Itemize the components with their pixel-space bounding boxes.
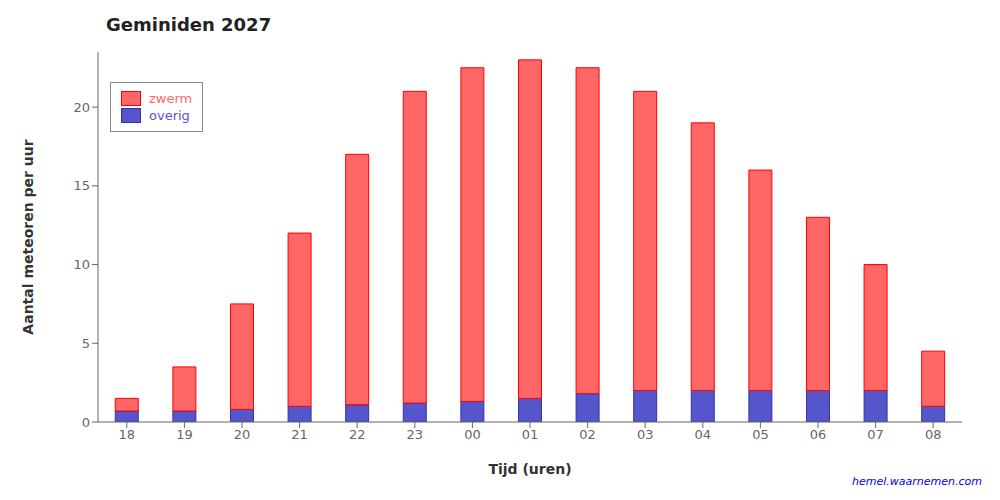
html-text:overig: overig: [149, 108, 190, 123]
svg-text:20: 20: [73, 100, 90, 115]
svg-text:07: 07: [867, 427, 884, 442]
svg-text:0: 0: [82, 415, 90, 430]
svg-text:10: 10: [73, 257, 90, 272]
svg-text:15: 15: [73, 178, 90, 193]
svg-text:02: 02: [579, 427, 596, 442]
svg-text:05: 05: [752, 427, 769, 442]
svg-text:19: 19: [176, 427, 193, 442]
html-text:Geminiden 2027: Geminiden 2027: [106, 14, 272, 35]
svg-text:23: 23: [407, 427, 424, 442]
svg-text:18: 18: [119, 427, 136, 442]
svg-text:5: 5: [82, 336, 90, 351]
svg-text:03: 03: [637, 427, 654, 442]
svg-text:22: 22: [349, 427, 366, 442]
svg-text:01: 01: [522, 427, 539, 442]
svg-text:08: 08: [925, 427, 942, 442]
svg-text:06: 06: [810, 427, 827, 442]
svg-text:20: 20: [234, 427, 251, 442]
svg-text:Aantal meteoren per uur: Aantal meteoren per uur: [20, 139, 36, 334]
svg-text:21: 21: [291, 427, 308, 442]
html-text:hemel.waarnemen.com: hemel.waarnemen.com: [852, 475, 982, 488]
svg-text:04: 04: [695, 427, 712, 442]
svg-text:00: 00: [464, 427, 481, 442]
html-text:zwerm: zwerm: [149, 91, 193, 106]
svg-text:Tijd (uren): Tijd (uren): [488, 461, 571, 477]
